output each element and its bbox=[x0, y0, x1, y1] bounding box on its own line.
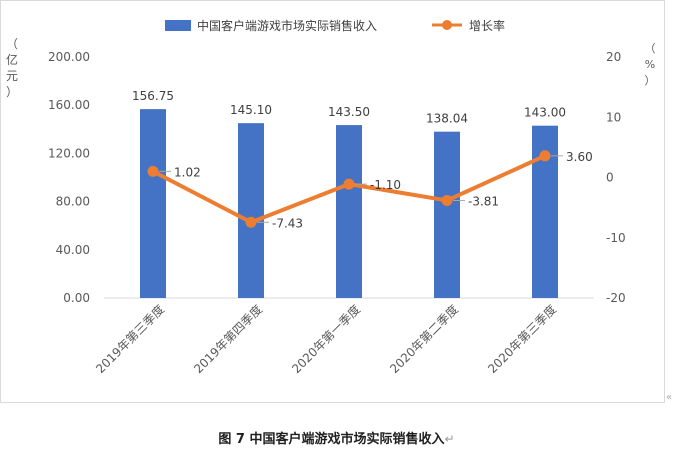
bar-value-label: 143.00 bbox=[524, 106, 566, 120]
chart-frame bbox=[0, 0, 665, 403]
bar bbox=[434, 131, 460, 298]
x-category-label: 2020年第三季度 bbox=[484, 302, 559, 377]
y-left-axis-label-char: ） bbox=[6, 85, 18, 99]
y-left-tick-label: 200.00 bbox=[48, 50, 90, 64]
bar bbox=[140, 109, 166, 299]
y-right-axis-label-char: % bbox=[645, 58, 655, 71]
y-left-axis-label-char: 元 bbox=[6, 69, 18, 83]
y-right-tick-label: -10 bbox=[606, 231, 626, 245]
growth-marker bbox=[539, 150, 551, 162]
y-right-tick-label: 10 bbox=[606, 110, 621, 124]
growth-marker bbox=[343, 178, 355, 190]
y-right-axis-label-char: （ bbox=[645, 42, 656, 55]
legend-line-label: 增长率 bbox=[469, 18, 505, 33]
x-category-label: 2019年第四季度 bbox=[190, 302, 265, 377]
y-right-tick-label: -20 bbox=[606, 291, 626, 305]
y-left-tick-label: 120.00 bbox=[48, 146, 90, 160]
legend-bar-swatch bbox=[165, 20, 191, 31]
growth-value-label: -3.81 bbox=[468, 194, 499, 208]
legend-line-marker bbox=[442, 20, 452, 30]
bar-value-label: 138.04 bbox=[426, 112, 468, 126]
x-category-label: 2019年第三季度 bbox=[92, 302, 167, 377]
growth-value-label: -1.10 bbox=[370, 178, 401, 192]
growth-marker bbox=[245, 216, 257, 228]
growth-value-label: 1.02 bbox=[174, 165, 201, 179]
corner-mark: « bbox=[666, 392, 673, 403]
legend: 中国客户端游戏市场实际销售收入 增长率 bbox=[165, 18, 505, 33]
y-left-tick-label: 40.00 bbox=[56, 243, 90, 257]
y-left-axis-label-char: （ bbox=[6, 37, 18, 51]
growth-marker bbox=[147, 165, 159, 177]
bar-value-label: 156.75 bbox=[132, 89, 174, 103]
bar bbox=[336, 125, 362, 299]
bar-value-label: 145.10 bbox=[230, 103, 272, 117]
caption-return-mark: ↵ bbox=[444, 432, 455, 446]
bar-value-label: 143.50 bbox=[328, 105, 370, 119]
combo-chart: 中国客户端游戏市场实际销售收入 增长率 0.00 40.00 80.00 120.00… bbox=[6, 18, 656, 377]
figure-caption: 图 7 中国客户端游戏市场实际销售收入↵ bbox=[0, 428, 673, 447]
bar bbox=[238, 123, 264, 298]
x-category-label: 2020年第二季度 bbox=[386, 302, 461, 377]
legend-bar-label: 中国客户端游戏市场实际销售收入 bbox=[197, 18, 377, 33]
growth-value-label: -7.43 bbox=[272, 216, 303, 230]
y-left-tick-label: 0.00 bbox=[63, 291, 90, 305]
growth-value-label: 3.60 bbox=[566, 150, 593, 164]
y-right-tick-label: 0 bbox=[606, 171, 614, 185]
caption-text: 图 7 中国客户端游戏市场实际销售收入 bbox=[218, 432, 445, 447]
y-right-tick-label: 20 bbox=[606, 50, 621, 64]
x-category-label: 2020年第一季度 bbox=[288, 302, 363, 377]
y-left-axis-label-char: 亿 bbox=[6, 52, 18, 67]
y-left-tick-label: 160.00 bbox=[48, 98, 90, 112]
growth-marker bbox=[441, 194, 453, 206]
y-left-tick-label: 80.00 bbox=[56, 195, 90, 209]
y-right-axis-label-char: ） bbox=[645, 74, 656, 87]
